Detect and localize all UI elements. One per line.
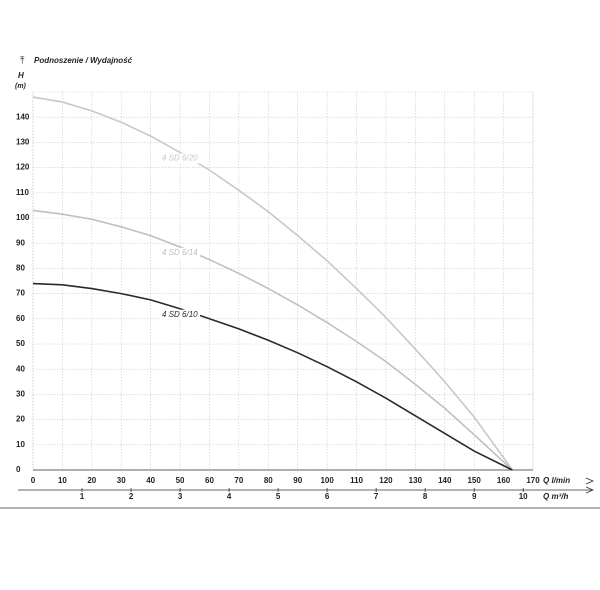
curve-label: 4 SD 6/20 bbox=[162, 154, 198, 163]
y-tick-label: 120 bbox=[16, 163, 30, 172]
x2-tick-label: 3 bbox=[178, 492, 183, 501]
curve-label: 4 SD 6/10 bbox=[162, 310, 198, 319]
y-tick-label: 30 bbox=[16, 390, 25, 399]
y-tick-label: 90 bbox=[16, 238, 25, 247]
y-tick-label: 80 bbox=[16, 264, 25, 273]
x-tick-label: 130 bbox=[409, 476, 423, 485]
y-axis-label: H bbox=[18, 71, 24, 80]
x-tick-label: 50 bbox=[176, 476, 185, 485]
curve-label-bg bbox=[160, 309, 201, 320]
x-tick-label: 10 bbox=[58, 476, 67, 485]
y-tick-label: 100 bbox=[16, 213, 30, 222]
x2-tick-label: 9 bbox=[472, 492, 477, 501]
x2-tick-label: 4 bbox=[227, 492, 232, 501]
curve bbox=[32, 96, 514, 471]
curve-label-bg bbox=[160, 153, 201, 164]
y-tick-label: 60 bbox=[16, 314, 25, 323]
x-tick-label: 170 bbox=[526, 476, 540, 485]
x2-tick-label: 6 bbox=[325, 492, 330, 501]
x-axis-arrow bbox=[585, 477, 595, 485]
x2-tick-label: 1 bbox=[80, 492, 85, 501]
curve bbox=[32, 282, 513, 471]
x-tick-label: 150 bbox=[467, 476, 481, 485]
y-axis-unit: (m) bbox=[15, 83, 27, 90]
x-tick-label: 120 bbox=[379, 476, 393, 485]
y-tick-label: 70 bbox=[16, 289, 25, 298]
x-tick-label: 110 bbox=[350, 476, 363, 485]
curve-label-bg bbox=[160, 247, 201, 258]
y-tick-label: 140 bbox=[16, 112, 30, 121]
chart-title: Podnoszenie / Wydajność bbox=[34, 56, 133, 65]
x-tick-label: 160 bbox=[497, 476, 511, 485]
x-tick-label: 70 bbox=[234, 476, 243, 485]
y-tick-label: 40 bbox=[16, 364, 25, 373]
x-tick-label: 100 bbox=[320, 476, 334, 485]
y-tick-label: 130 bbox=[16, 138, 30, 147]
y-tick-label: 20 bbox=[16, 415, 25, 424]
x-tick-label: 60 bbox=[205, 476, 214, 485]
y-tick-label: 0 bbox=[16, 465, 21, 474]
x2-tick-label: 10 bbox=[519, 492, 528, 501]
curve bbox=[32, 209, 513, 471]
x-tick-label: 90 bbox=[293, 476, 302, 485]
x-tick-label: 140 bbox=[438, 476, 452, 485]
x2-tick-label: 5 bbox=[276, 492, 281, 501]
x2-axis-label: Q m³/h bbox=[543, 492, 568, 501]
title-icon: ⤒ bbox=[20, 56, 25, 67]
x2-tick-label: 2 bbox=[129, 492, 134, 501]
curve-label: 4 SD 6/14 bbox=[162, 248, 198, 257]
x-tick-label: 20 bbox=[87, 476, 96, 485]
x2-tick-label: 7 bbox=[374, 492, 379, 501]
x-tick-label: 30 bbox=[117, 476, 126, 485]
x-axis-label: Q l/min bbox=[543, 476, 570, 485]
x-tick-label: 40 bbox=[146, 476, 155, 485]
x-tick-label: 0 bbox=[31, 476, 36, 485]
y-tick-label: 10 bbox=[16, 440, 25, 449]
y-tick-label: 50 bbox=[16, 339, 25, 348]
x2-tick-label: 8 bbox=[423, 492, 428, 501]
x2-axis-arrow bbox=[585, 486, 595, 494]
plot-frame bbox=[32, 91, 534, 471]
x-tick-label: 80 bbox=[264, 476, 273, 485]
y-tick-label: 110 bbox=[16, 188, 29, 197]
